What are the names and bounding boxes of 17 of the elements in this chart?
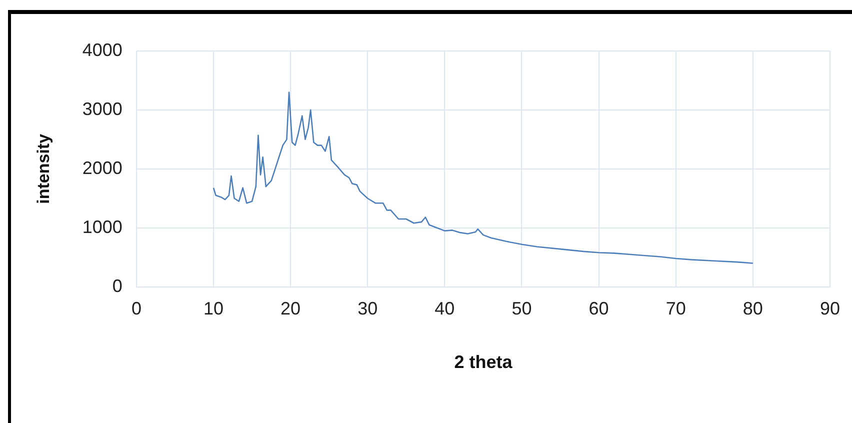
x-tick-label: 30 [358,298,378,319]
y-tick-label: 3000 [82,98,122,119]
y-tick-label: 2000 [82,158,122,178]
x-axis-title: 2 theta [454,352,514,372]
x-tick-label: 40 [434,298,455,319]
x-tick-label: 60 [588,298,609,319]
x-tick-label: 70 [666,298,686,319]
x-tick-label: 10 [203,298,224,319]
x-tick-label: 20 [280,298,301,319]
x-tick-label: 90 [820,298,840,319]
y-axis-title: intensity [34,133,53,204]
y-tick-label: 0 [112,276,122,296]
x-tick-label: 0 [131,298,142,319]
x-tick-label: 80 [742,298,763,319]
x-tick-label: 50 [512,298,532,319]
y-tick-label: 1000 [82,216,122,237]
y-tick-label: 4000 [82,40,122,60]
